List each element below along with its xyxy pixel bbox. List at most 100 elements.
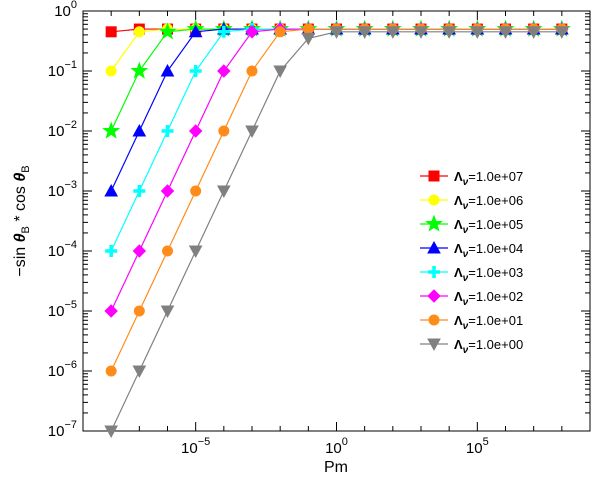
data-point <box>414 26 428 39</box>
data-point <box>246 65 258 77</box>
x-tick-exponent: −5 <box>198 436 211 448</box>
y-tick-exponent: 0 <box>71 0 77 11</box>
legend-symbol: Λ <box>454 169 463 184</box>
data-point <box>132 123 147 137</box>
legend-value: =1.0e+06 <box>468 193 523 208</box>
data-point <box>160 184 175 198</box>
x-tick-label: 10−5 <box>181 436 210 457</box>
legend-subscript: ν <box>463 249 469 260</box>
data-point <box>554 26 569 39</box>
legend-subscript: ν <box>463 225 469 236</box>
legend-subscript: ν <box>463 345 469 356</box>
y-tick-label: 10−3 <box>48 179 77 200</box>
legend-marker <box>428 170 440 182</box>
data-point <box>526 26 541 39</box>
legend-subscript: ν <box>463 177 469 188</box>
data-point <box>216 185 231 199</box>
data-point <box>132 365 147 379</box>
data-point <box>273 65 288 79</box>
data-point <box>329 26 344 39</box>
data-point <box>302 23 314 35</box>
legend-value: =1.0e+07 <box>468 169 523 184</box>
x-tick-label: 100 <box>325 436 348 457</box>
data-point <box>133 305 145 317</box>
data-point <box>105 65 117 77</box>
data-point <box>133 26 145 38</box>
data-point <box>217 64 231 78</box>
legend-label: Λν=1.0e+03 <box>454 265 523 284</box>
y-tick-base: 10 <box>48 63 65 80</box>
data-point <box>102 121 121 139</box>
legend-value: =1.0e+01 <box>468 313 523 328</box>
legend-marker <box>428 266 440 278</box>
data-point <box>218 125 230 137</box>
data-point <box>470 26 485 39</box>
data-point <box>245 25 259 39</box>
legend-label: Λν=1.0e+05 <box>454 217 523 236</box>
legend: Λν=1.0e+07Λν=1.0e+06Λν=1.0e+05Λν=1.0e+04… <box>420 169 523 356</box>
y-tick-base: 10 <box>48 303 65 320</box>
legend-marker <box>427 240 441 254</box>
legend-value: =1.0e+00 <box>468 337 523 352</box>
y-tick-base: 10 <box>48 243 65 260</box>
y-tick-exponent: −5 <box>64 299 77 311</box>
x-tick-base: 10 <box>325 440 342 457</box>
y-tick-base: 10 <box>54 3 71 20</box>
y-label-theta-2: θ <box>12 173 29 182</box>
data-point <box>442 26 457 39</box>
y-tick-base: 10 <box>48 123 65 140</box>
legend-subscript: ν <box>463 273 469 284</box>
data-point <box>104 183 119 197</box>
y-tick-base: 10 <box>48 363 65 380</box>
data-point <box>245 125 259 139</box>
x-axis-label: Pm <box>324 459 348 476</box>
legend-subscript: ν <box>463 297 469 308</box>
y-tick-label: 10−1 <box>48 59 77 80</box>
y-tick-label: 10−4 <box>48 239 77 260</box>
legend-entry: Λν=1.0e+06 <box>420 193 523 212</box>
legend-entry: Λν=1.0e+05 <box>420 214 523 236</box>
legend-label: Λν=1.0e+07 <box>454 169 523 188</box>
series-layer <box>102 19 571 439</box>
data-point <box>104 425 119 439</box>
legend-symbol: Λ <box>454 265 463 280</box>
y-tick-exponent: −3 <box>64 179 77 191</box>
x-tick-exponent: 5 <box>483 436 489 448</box>
legend-marker <box>428 314 440 326</box>
legend-label: Λν=1.0e+00 <box>454 337 523 356</box>
y-label-part-1: −sin <box>12 242 29 276</box>
y-tick-exponent: −2 <box>64 119 77 131</box>
data-point <box>133 185 146 197</box>
legend-entry: Λν=1.0e+04 <box>420 240 523 260</box>
legend-symbol: Λ <box>454 193 463 208</box>
series-line <box>110 28 562 132</box>
legend-marker <box>427 289 441 303</box>
legend-value: =1.0e+05 <box>468 217 523 232</box>
data-point <box>217 25 230 38</box>
y-tick-label: 10−6 <box>48 359 77 380</box>
data-point <box>301 32 316 46</box>
data-point <box>105 245 118 257</box>
legend-entry: Λν=1.0e+02 <box>420 289 523 308</box>
x-tick-label: 105 <box>466 436 489 457</box>
legend-value: =1.0e+02 <box>468 289 523 304</box>
y-label-part-2: * cos <box>12 182 29 226</box>
legend-entry: Λν=1.0e+07 <box>420 169 523 188</box>
data-point <box>190 185 202 197</box>
y-tick-label: 10−7 <box>48 419 77 440</box>
legend-value: =1.0e+04 <box>468 241 523 256</box>
x-tick-base: 10 <box>181 440 198 457</box>
y-tick-exponent: −4 <box>64 239 77 251</box>
y-tick-base: 10 <box>48 423 65 440</box>
data-point <box>161 125 174 137</box>
legend-symbol: Λ <box>454 337 463 352</box>
data-point <box>105 26 117 38</box>
x-tick-exponent: 0 <box>342 436 348 448</box>
data-point <box>188 124 203 138</box>
legend-label: Λν=1.0e+02 <box>454 289 523 308</box>
y-tick-base: 10 <box>48 183 65 200</box>
y-tick-label: 10−5 <box>48 299 77 320</box>
legend-symbol: Λ <box>454 313 463 328</box>
